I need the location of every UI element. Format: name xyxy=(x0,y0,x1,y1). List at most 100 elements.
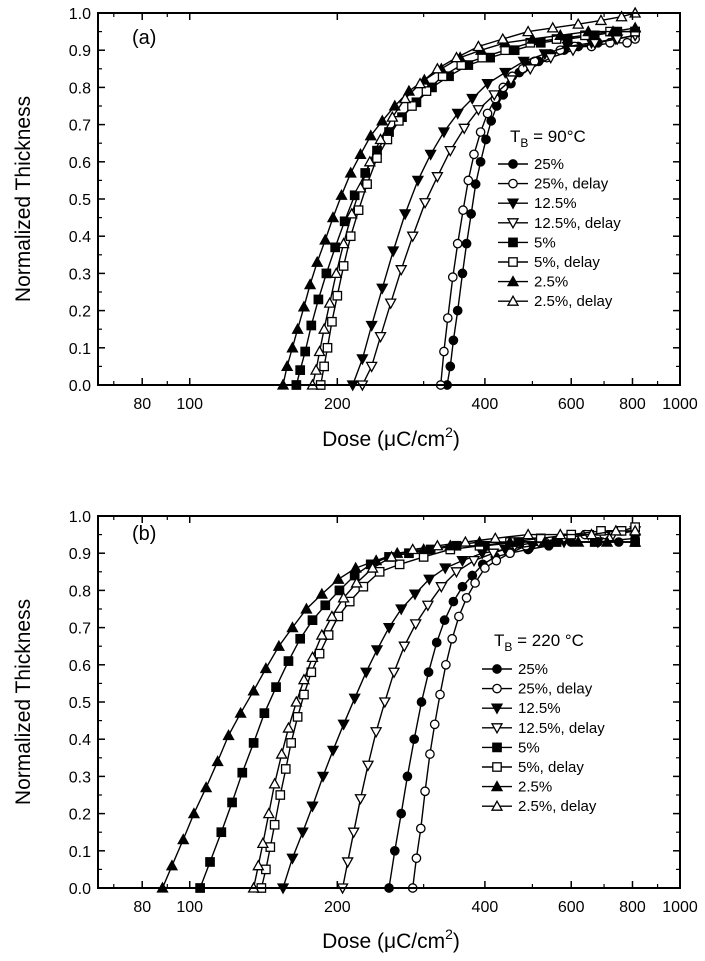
legend-label: 12.5% xyxy=(534,195,577,212)
series-2-5- xyxy=(276,21,642,390)
x-axis-title-prefix: Dose ( xyxy=(322,930,384,953)
data-point xyxy=(447,272,458,282)
y-tick-label: 0.8 xyxy=(69,80,91,97)
legend-marker xyxy=(492,664,502,674)
legend-marker xyxy=(492,683,502,694)
data-point xyxy=(546,21,559,33)
data-point xyxy=(335,188,348,200)
y-tick-label: 0.1 xyxy=(69,341,91,358)
data-point xyxy=(448,335,459,346)
data-point xyxy=(374,331,387,343)
data-point xyxy=(205,857,215,867)
data-point xyxy=(524,64,537,76)
y-tick-label: 0.6 xyxy=(69,658,91,675)
data-point xyxy=(376,114,389,126)
data-point xyxy=(491,555,502,566)
data-point xyxy=(469,149,479,160)
data-point xyxy=(470,578,480,588)
data-point xyxy=(473,535,486,547)
data-point xyxy=(354,794,367,806)
data-point xyxy=(435,582,448,594)
series-12-5- xyxy=(276,533,642,895)
data-point xyxy=(268,777,281,789)
data-point xyxy=(299,689,309,700)
data-point xyxy=(421,600,434,612)
data-point xyxy=(629,524,642,536)
y-tick-label: 0.3 xyxy=(69,769,91,786)
data-point xyxy=(496,32,509,44)
data-point xyxy=(292,712,303,722)
y-tick-label: 0.4 xyxy=(69,732,91,749)
data-point xyxy=(303,278,317,290)
y-axis-title: Normalized Thickness xyxy=(12,96,35,302)
data-point xyxy=(437,127,451,139)
data-point xyxy=(326,745,340,757)
data-point xyxy=(281,360,294,372)
legend-label: 2.5%, delay xyxy=(518,798,597,815)
data-point xyxy=(452,238,463,249)
data-point xyxy=(408,589,422,601)
legend-title-rest: = 90°C xyxy=(528,127,585,146)
series-2-5-delay xyxy=(247,524,642,893)
data-point xyxy=(387,667,401,679)
data-point xyxy=(459,535,472,547)
data-point xyxy=(439,563,452,575)
legend-label: 2.5%, delay xyxy=(534,293,613,310)
legend-marker xyxy=(508,257,518,267)
data-point xyxy=(399,92,412,104)
data-point xyxy=(374,133,387,145)
data-point xyxy=(472,40,485,52)
data-point xyxy=(399,209,412,221)
data-point xyxy=(315,587,328,599)
data-point xyxy=(435,689,445,700)
data-point xyxy=(489,531,502,543)
data-point xyxy=(347,827,360,839)
panel-a: 0.0 0.1 0.2 0.3 0.4 0.5 0.6 0.7 0.8 0.9 1.0 80 100 20… xyxy=(12,6,698,451)
data-point xyxy=(629,21,642,33)
data-point xyxy=(313,294,324,305)
y-tick-label: 0.7 xyxy=(69,621,91,638)
data-point xyxy=(411,175,424,187)
data-point xyxy=(372,153,382,163)
panel-b: 0.0 0.1 0.2 0.3 0.4 0.5 0.6 0.7 0.8 0.9 1.0 80 100 20… xyxy=(12,509,698,953)
data-point xyxy=(458,123,471,135)
data-point xyxy=(572,535,585,547)
data-point xyxy=(227,797,237,808)
x-tick-label: 200 xyxy=(324,396,351,413)
x-axis-title: Dose (μC/cm2) xyxy=(322,926,460,953)
legend-label: 12.5%, delay xyxy=(534,215,621,232)
legend-title-main: T xyxy=(494,631,504,650)
legend-entry: 5% xyxy=(498,234,556,251)
legend-title: TB = 220 °C xyxy=(494,631,584,654)
data-point xyxy=(259,708,270,719)
data-point xyxy=(323,296,336,308)
legend-marker xyxy=(490,723,504,735)
legend-title-main: T xyxy=(510,127,520,146)
legend-label: 12.5% xyxy=(518,700,561,717)
y-tick-label: 0.1 xyxy=(69,844,91,861)
data-point xyxy=(441,659,451,670)
data-point xyxy=(463,175,474,186)
data-point xyxy=(296,827,309,839)
y-tick-label: 0.9 xyxy=(69,43,91,60)
data-point xyxy=(338,261,349,271)
data-point xyxy=(439,346,449,357)
data-point xyxy=(290,695,303,707)
data-point xyxy=(582,25,595,37)
x-axis-title: Dose (μC/cm2) xyxy=(322,424,460,451)
panel-label: (b) xyxy=(132,523,156,545)
data-point xyxy=(416,697,427,707)
data-point xyxy=(341,857,354,869)
data-point xyxy=(332,572,345,584)
data-point xyxy=(384,298,397,310)
data-point xyxy=(306,651,319,663)
data-point xyxy=(452,305,463,316)
data-point xyxy=(337,719,350,731)
data-point xyxy=(275,790,286,800)
plot-frame xyxy=(97,515,681,889)
y-tick-label: 0.0 xyxy=(69,378,91,395)
legend-label: 2.5% xyxy=(518,779,552,796)
data-point xyxy=(420,786,430,797)
data-point xyxy=(330,267,343,279)
